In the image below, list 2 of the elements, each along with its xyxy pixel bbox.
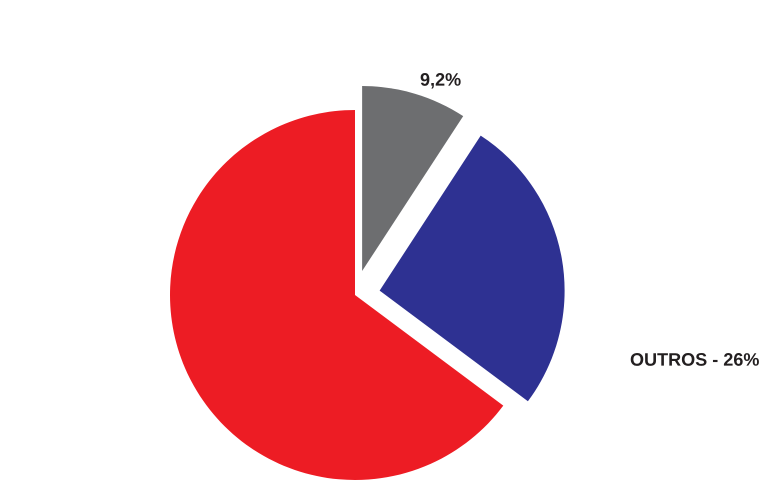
data-label: 9,2% bbox=[420, 73, 461, 88]
slice-label: OUTROS - 26% bbox=[630, 353, 759, 366]
